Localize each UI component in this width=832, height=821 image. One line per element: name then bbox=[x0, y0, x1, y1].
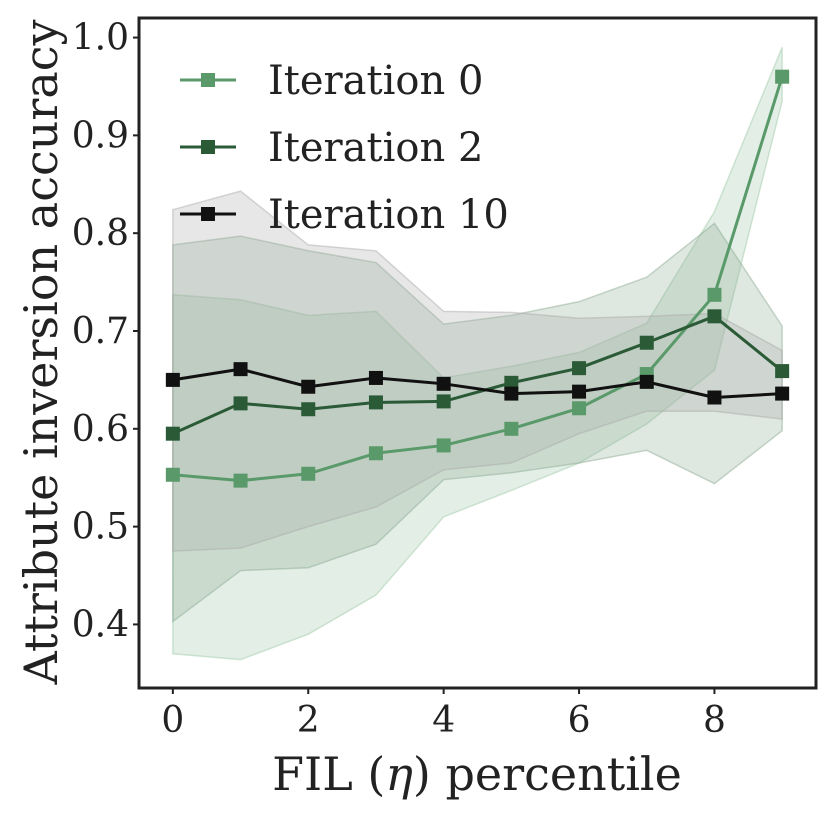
iteration-2-legend-marker bbox=[201, 140, 215, 154]
iteration-2-point bbox=[572, 361, 587, 376]
iteration-10-point bbox=[707, 390, 722, 405]
iteration-10-legend-label: Iteration 10 bbox=[268, 192, 509, 238]
iteration-2-point bbox=[707, 309, 722, 324]
x-axis-ticks: 0 2 4 6 8 bbox=[161, 688, 726, 741]
iteration-2-band bbox=[172, 222, 783, 623]
y-tick-label: 1.0 bbox=[72, 18, 129, 59]
y-tick-label: 0.8 bbox=[72, 213, 129, 254]
iteration-10-band bbox=[172, 190, 783, 552]
iteration-0-point bbox=[368, 446, 383, 461]
iteration-10-point bbox=[165, 372, 180, 387]
iteration-2-point bbox=[301, 402, 316, 417]
iteration-10-point bbox=[775, 386, 790, 401]
iteration-0-legend-marker bbox=[201, 73, 215, 87]
iteration-0-point bbox=[436, 438, 451, 453]
x-tick-label: 8 bbox=[703, 700, 726, 741]
series-lines bbox=[172, 76, 784, 483]
iteration-2-point bbox=[436, 394, 451, 409]
series-markers bbox=[165, 69, 790, 488]
iteration-0-point bbox=[504, 421, 519, 436]
y-axis-label: Attribute inversion accuracy bbox=[14, 19, 68, 685]
iteration-0-point bbox=[707, 287, 722, 302]
iteration-10-point bbox=[301, 379, 316, 394]
y-tick-label: 0.6 bbox=[72, 409, 129, 450]
iteration-10-line bbox=[172, 367, 783, 400]
x-tick-label: 0 bbox=[161, 700, 184, 741]
x-axis-label: FIL (η) percentile bbox=[272, 747, 682, 801]
y-tick-label: 0.4 bbox=[72, 604, 129, 645]
x-tick-label: 6 bbox=[568, 700, 591, 741]
iteration-2-point bbox=[639, 335, 654, 350]
iteration-10-point bbox=[233, 362, 248, 377]
iteration-2-point bbox=[165, 426, 180, 441]
iteration-0-line bbox=[172, 76, 784, 483]
confidence-bands bbox=[172, 47, 783, 661]
iteration-0-point bbox=[233, 473, 248, 488]
iteration-0-legend-label: Iteration 0 bbox=[268, 58, 483, 104]
iteration-0-point bbox=[572, 401, 587, 416]
iteration-0-point bbox=[165, 467, 180, 482]
iteration-10-legend-marker bbox=[201, 207, 215, 221]
iteration-10-point bbox=[639, 374, 654, 389]
iteration-2-point bbox=[368, 395, 383, 410]
iteration-10-point bbox=[368, 370, 383, 385]
iteration-10-point bbox=[436, 376, 451, 391]
iteration-2-legend-label: Iteration 2 bbox=[268, 125, 483, 171]
iteration-2-point bbox=[775, 364, 790, 379]
y-tick-label: 0.7 bbox=[72, 311, 129, 352]
y-axis-ticks: 0.4 0.5 0.6 0.7 0.8 0.9 1.0 bbox=[72, 18, 139, 645]
iteration-0-point bbox=[301, 466, 316, 481]
x-tick-label: 2 bbox=[297, 700, 320, 741]
iteration-2-point bbox=[233, 396, 248, 411]
plot-frame bbox=[137, 16, 818, 690]
iteration-2-line bbox=[172, 314, 784, 436]
iteration-10-point bbox=[504, 386, 519, 401]
iteration-10-point bbox=[572, 384, 587, 399]
y-tick-label: 0.9 bbox=[72, 115, 129, 156]
legend: Iteration 0 Iteration 2 Iteration 10 bbox=[180, 58, 509, 238]
y-tick-label: 0.5 bbox=[72, 507, 129, 548]
x-tick-label: 4 bbox=[432, 700, 455, 741]
iteration-0-band bbox=[172, 47, 783, 661]
iteration-0-point bbox=[775, 69, 790, 84]
iteration-2-point bbox=[504, 375, 519, 390]
